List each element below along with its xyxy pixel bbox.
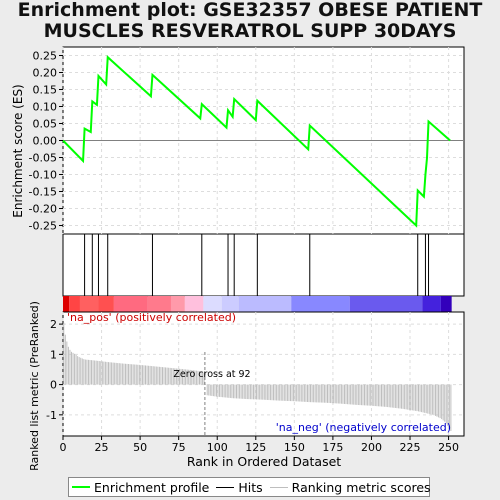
x-tick-label: 225 bbox=[400, 441, 421, 454]
chart-title-line-1: Enrichment plot: GSE32357 OBESE PATIENT bbox=[17, 0, 483, 21]
color-bar-segment bbox=[147, 296, 171, 312]
enrichment-y-tick-label: 0.00 bbox=[33, 135, 58, 148]
color-bar-segment bbox=[203, 296, 222, 312]
legend: Enrichment profile Hits Ranking metric s… bbox=[68, 477, 431, 497]
x-tick-label: 100 bbox=[207, 441, 228, 454]
chart-title: Enrichment plot: GSE32357 OBESE PATIENT … bbox=[0, 0, 500, 42]
color-bar-segment bbox=[184, 296, 204, 312]
legend-enrichment: Enrichment profile bbox=[72, 480, 209, 495]
chart-title-line-2: MUSCLES RESVERATROL SUPP 30DAYS bbox=[43, 20, 457, 42]
color-bar-segment bbox=[349, 296, 423, 312]
enrichment-y-ticks: 0.25 0.20 0.15 0.10 0.05 0.00 -0.05 -0.10 -0.15 -… bbox=[29, 50, 63, 233]
color-bar-segment bbox=[170, 296, 185, 312]
hit-markers bbox=[84, 234, 430, 296]
x-tick-label: 75 bbox=[172, 441, 186, 454]
legend-hits: Hits bbox=[216, 479, 263, 495]
positive-correlation-label: 'na_pos' (positively correlated) bbox=[67, 311, 236, 324]
color-bar-segment bbox=[440, 296, 452, 312]
ranking-metric-bars bbox=[63, 322, 452, 432]
color-bar-segment bbox=[238, 296, 292, 312]
color-bar-segment bbox=[221, 296, 239, 312]
color-bar-segment bbox=[113, 296, 148, 312]
color-bar-segment bbox=[291, 296, 350, 312]
enrichment-y-tick-label: -0.25 bbox=[29, 220, 57, 233]
legend-ranking-swatch bbox=[269, 486, 288, 488]
ranking-panel bbox=[62, 311, 465, 437]
legend-hits-swatch bbox=[216, 486, 235, 488]
zero-cross-label: Zero cross at 92 bbox=[173, 369, 250, 380]
enrichment-y-tick-label: 0.25 bbox=[33, 50, 58, 63]
enrichment-profile-line bbox=[62, 55, 451, 228]
enrichment-y-tick-label: -0.10 bbox=[29, 169, 57, 182]
ranking-grid bbox=[62, 312, 464, 436]
enrichment-y-tick-label: 0.10 bbox=[33, 101, 58, 114]
enrichment-y-axis-label: Enrichment score (ES) bbox=[11, 84, 25, 217]
enrichment-y-tick-label: -0.15 bbox=[29, 186, 57, 199]
enrichment-y-tick-label: -0.20 bbox=[29, 203, 57, 216]
ranking-y-ticks: 2 1 0 -1 bbox=[46, 318, 63, 422]
enrichment-y-tick-label: 0.15 bbox=[33, 84, 58, 97]
color-bar-segment bbox=[79, 296, 99, 312]
color-bar-segment bbox=[69, 296, 80, 312]
color-bar-segment bbox=[63, 296, 70, 312]
color-bar-segment bbox=[98, 296, 114, 312]
x-tick-label: 150 bbox=[284, 441, 305, 454]
hits-panel bbox=[62, 233, 465, 297]
x-tick-label: 125 bbox=[245, 441, 266, 454]
legend-hits-label: Hits bbox=[238, 479, 263, 495]
legend-ranking-label: Ranking metric scores bbox=[291, 479, 431, 495]
enrichment-y-tick-label: -0.05 bbox=[29, 152, 57, 165]
enrichment-y-tick-label: 0.05 bbox=[33, 118, 58, 131]
x-tick-label: 0 bbox=[60, 441, 67, 454]
x-tick-label: 250 bbox=[438, 441, 459, 454]
negative-correlation-label: 'na_neg' (negatively correlated) bbox=[276, 421, 451, 434]
ranking-y-tick-label: 2 bbox=[50, 318, 57, 331]
x-ticks: 0 25 50 75 100 125 150 175 200 225 250 bbox=[60, 436, 459, 454]
legend-ranking: Ranking metric scores bbox=[269, 479, 431, 495]
ranking-y-tick-label: 1 bbox=[50, 348, 57, 361]
x-axis-label: Rank in Ordered Dataset bbox=[187, 454, 341, 469]
legend-enrichment-swatch bbox=[72, 486, 90, 488]
color-bar-segment bbox=[422, 296, 441, 312]
x-tick-label: 200 bbox=[361, 441, 382, 454]
ranking-color-bar bbox=[63, 296, 452, 312]
x-tick-label: 25 bbox=[95, 441, 109, 454]
ranking-y-tick-label: 0 bbox=[50, 379, 57, 392]
x-tick-label: 175 bbox=[322, 441, 343, 454]
legend-enrichment-label: Enrichment profile bbox=[94, 479, 210, 495]
ranking-y-tick-label: -1 bbox=[46, 409, 57, 422]
ranking-y-axis-label: Ranked list metric (PreRanked) bbox=[28, 301, 41, 471]
enrichment-y-tick-label: 0.20 bbox=[33, 67, 58, 80]
x-tick-label: 50 bbox=[133, 441, 147, 454]
